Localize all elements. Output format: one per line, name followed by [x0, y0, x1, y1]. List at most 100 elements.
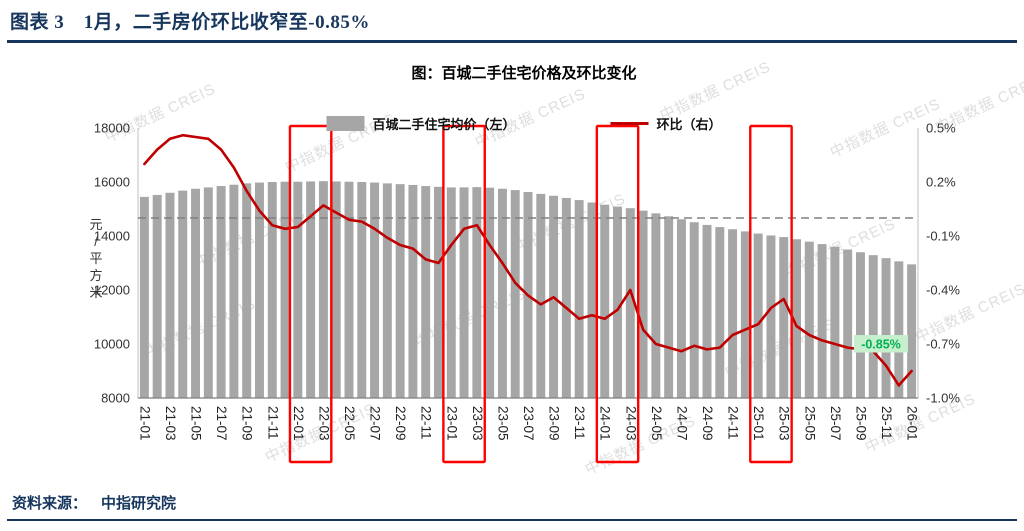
source-label: 资料来源： [12, 496, 88, 512]
price-bar [203, 187, 213, 398]
price-bar [613, 206, 622, 398]
price-bar [306, 181, 316, 398]
price-bar [216, 186, 226, 398]
footer-divider [7, 519, 1017, 521]
x-axis-label: 21-11 [265, 406, 280, 440]
price-bar [485, 187, 495, 398]
x-axis-label: 23-01 [444, 406, 459, 441]
highlight-box [288, 124, 333, 464]
price-bar [497, 188, 507, 398]
legend-line-label: 环比（右） [656, 117, 722, 132]
annotation-value: -0.85% [861, 338, 901, 352]
price-bar [255, 182, 264, 398]
x-axis-label: 22-05 [342, 406, 357, 441]
price-bar [267, 182, 277, 398]
price-bar [382, 183, 392, 398]
price-bar [804, 241, 814, 398]
x-axis-label: 21-05 [189, 406, 204, 441]
legend-bar-label: 百城二手住宅均价（左） [372, 117, 516, 132]
x-axis-label: 22-09 [393, 406, 408, 441]
price-bar [293, 181, 303, 398]
price-bar [638, 210, 648, 398]
chart-title: 图：百城二手住宅价格及环比变化 [411, 65, 637, 82]
x-axis-label: 25-05 [802, 406, 817, 441]
price-bar [843, 249, 853, 398]
price-bar [472, 187, 482, 398]
price-bar [753, 233, 763, 398]
x-axis-label: 24-03 [623, 406, 638, 441]
legend-item-mom: 环比（右） [610, 114, 722, 133]
right-axis-tick: -0.1% [926, 229, 960, 244]
price-bar [191, 188, 201, 398]
x-axis-label: 22-11 [419, 406, 434, 440]
price-bar [894, 261, 904, 398]
x-axis-label: 22-03 [316, 406, 331, 441]
x-axis-label: 24-01 [598, 406, 613, 441]
left-axis-title: 元/平方米 [89, 217, 102, 300]
x-axis-label: 24-09 [700, 406, 715, 441]
highlight-box [442, 124, 486, 464]
price-bar [280, 181, 290, 398]
header-divider [7, 40, 1017, 43]
right-axis-tick: -0.7% [926, 337, 960, 352]
price-bar [446, 187, 456, 398]
price-bar [536, 193, 546, 398]
x-axis-label: 21-09 [240, 406, 255, 441]
price-bar [434, 186, 443, 398]
x-axis-label: 25-01 [751, 406, 766, 441]
right-axis-tick: -0.4% [926, 283, 960, 298]
x-axis-label: 24-05 [649, 406, 664, 441]
price-bar [139, 196, 149, 398]
price-mom-chart: 8000 10000 12000 14000 16000 18000 0.5% 0.2% -0.… [89, 121, 960, 464]
annotation-bg [854, 335, 908, 353]
price-bar [881, 258, 891, 398]
source-value: 中指研究院 [101, 496, 177, 512]
price-bar [664, 216, 674, 398]
x-axis-label: 25-03 [777, 406, 792, 441]
price-bar [651, 213, 661, 398]
price-bar [792, 239, 801, 398]
price-bar [178, 190, 188, 398]
price-bar [676, 219, 686, 398]
price-bar [907, 264, 917, 398]
legend-line-swatch [610, 121, 649, 126]
figure-caption: 图表 3 1月，二手房价环比收窄至-0.85% [10, 12, 370, 33]
chart-container: 中指数据 CREIS 中指数据 CREIS 中指数据 CREIS 中指数据 CREIS… [80, 52, 1024, 482]
x-axis-label: 23-11 [572, 406, 587, 440]
price-bar [728, 229, 738, 398]
x-axis-label: 21-01 [137, 406, 152, 441]
price-bar [715, 227, 725, 398]
price-bar [740, 231, 750, 398]
legend-bar-swatch [326, 116, 365, 131]
price-bar [600, 204, 610, 398]
price-bar [459, 187, 469, 398]
x-axis-label: 25-11 [879, 406, 894, 440]
price-bar [855, 252, 865, 398]
x-axis-label: 25-09 [853, 406, 868, 441]
x-axis-label: 24-11 [726, 406, 741, 440]
price-bar [868, 255, 878, 398]
x-axis-label: 23-03 [470, 406, 485, 441]
price-bar [331, 181, 341, 398]
x-axis-label: 23-05 [495, 406, 510, 441]
price-bar [587, 202, 597, 398]
x-axis-label: 23-07 [521, 406, 536, 441]
legend-item-price: 百城二手住宅均价（左） [326, 114, 516, 133]
x-axis-label: 24-07 [674, 406, 689, 441]
price-bar [344, 181, 354, 398]
x-axis-label: 21-03 [163, 406, 178, 441]
price-bar [165, 192, 175, 398]
source-note: 资料来源： 中指研究院 [12, 492, 176, 513]
price-bar [574, 200, 584, 398]
price-bar [229, 184, 239, 398]
x-axis-label: 22-07 [368, 406, 383, 441]
price-bar [357, 182, 367, 398]
price-bar [395, 184, 405, 398]
price-bar [702, 224, 712, 398]
x-axis-label: 22-01 [291, 406, 306, 441]
left-axis-tick: 10000 [94, 337, 130, 352]
x-axis-label: 26-01 [905, 406, 920, 441]
highlight-box [595, 124, 640, 464]
price-bar [152, 194, 162, 398]
